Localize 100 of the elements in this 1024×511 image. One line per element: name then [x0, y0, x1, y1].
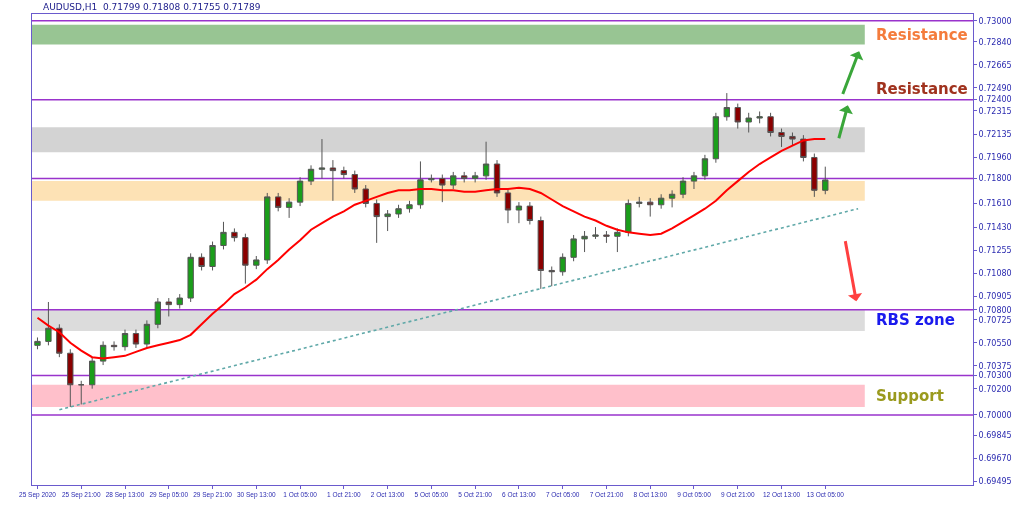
y-tick-label: 0.72315: [978, 106, 1012, 116]
candlestick: [614, 227, 621, 253]
candlestick: [395, 204, 402, 219]
y-tick-label: 0.71800: [978, 174, 1012, 184]
candlestick: [329, 159, 337, 202]
y-tick-label: 0.70375: [978, 361, 1012, 371]
candlestick: [165, 297, 172, 317]
candlestick: [220, 221, 227, 250]
candlestick: [800, 134, 807, 162]
y-tick-label: 0.69495: [978, 477, 1012, 487]
candlestick: [636, 196, 643, 208]
y-tick-label: 0.71080: [978, 268, 1012, 278]
candlestick: [778, 128, 785, 148]
candlestick: [471, 171, 479, 183]
candlestick: [548, 266, 555, 287]
line-series: [36, 138, 827, 360]
candlestick: [625, 199, 632, 237]
band-label: RBS zone: [876, 311, 955, 329]
candlestick: [384, 209, 391, 232]
candlestick: [187, 252, 194, 303]
candlestick: [121, 329, 129, 352]
y-tick-label: 0.72665: [978, 60, 1012, 70]
candlestick: [198, 252, 205, 271]
candlestick: [745, 112, 752, 134]
candlestick: [822, 166, 829, 195]
candlestick: [340, 166, 348, 179]
candlestick: [110, 340, 118, 352]
candlestick: [559, 252, 566, 277]
candlestick: [132, 329, 140, 349]
candlestick: [78, 380, 85, 405]
candlestick: [89, 356, 96, 390]
candlestick: [176, 293, 183, 310]
candlestick: [811, 153, 818, 198]
ref-line-label: Resistance: [876, 80, 968, 98]
candlestick: [428, 174, 435, 183]
candlestick: [209, 241, 216, 271]
candlestick: [767, 112, 774, 137]
candlestick: [242, 233, 249, 285]
candlestick: [581, 230, 588, 253]
candlestick: [450, 171, 457, 190]
candlestick: [537, 216, 544, 290]
candlestick: [275, 192, 282, 212]
candlestick: [439, 174, 446, 203]
y-tick-label: 0.70550: [978, 338, 1012, 348]
candlestick: [285, 197, 293, 219]
y-tick-label: 0.70300: [978, 371, 1012, 381]
candlestick: [734, 103, 741, 130]
candlestick: [723, 92, 730, 122]
chart-title: AUDUSD,H1 0.71799 0.71808 0.71755 0.71789: [43, 2, 261, 12]
candlestick: [373, 199, 380, 244]
y-tick-label: 0.71610: [978, 199, 1012, 209]
candlestick: [756, 110, 763, 124]
candlestick: [701, 154, 709, 181]
candlestick: [668, 189, 676, 208]
y-tick-label: 0.70725: [978, 315, 1012, 325]
candlestick: [56, 323, 63, 358]
y-tick-label: 0.69845: [978, 431, 1012, 441]
candlestick: [657, 193, 665, 210]
candlestick: [34, 336, 41, 350]
candlestick: [351, 170, 358, 194]
candlestick: [603, 230, 610, 244]
candlestick: [690, 171, 698, 190]
y-tick-label: 0.72400: [978, 95, 1012, 105]
candlestick: [570, 234, 577, 262]
band-label: Resistance: [876, 26, 968, 44]
y-tick-label: 0.71430: [978, 222, 1012, 232]
y-tick-label: 0.71255: [978, 245, 1012, 255]
candlestick: [493, 159, 501, 198]
y-tick-label: 0.70200: [978, 384, 1012, 394]
candlestick: [526, 201, 534, 225]
candlestick: [504, 188, 512, 224]
candlestick: [482, 141, 490, 181]
candlestick: [461, 171, 468, 183]
band-label: Support: [876, 387, 944, 405]
candlestick: [253, 255, 260, 270]
candlestick: [231, 227, 238, 243]
candlestick: [406, 200, 413, 214]
candlestick: [679, 176, 687, 199]
candlestick: [45, 301, 52, 346]
candlestick: [143, 319, 151, 349]
candlestick: [712, 112, 720, 164]
candlestick: [647, 197, 654, 218]
y-tick-label: 0.72490: [978, 83, 1012, 93]
y-tick-label: 0.70000: [978, 410, 1012, 420]
y-tick-label: 0.70905: [978, 291, 1012, 301]
candlestick: [515, 201, 523, 224]
y-tick-label: 0.73000: [978, 16, 1012, 26]
candlestick: [67, 348, 74, 408]
candlestick: [264, 192, 271, 265]
candlestick: [296, 176, 304, 207]
candlestick: [417, 160, 424, 210]
candlestick: [154, 297, 162, 329]
y-tick-label: 0.72135: [978, 130, 1012, 140]
candlestick: [592, 226, 599, 240]
y-tick-label: 0.71960: [978, 153, 1012, 163]
candlestick: [318, 138, 326, 179]
candlestick: [789, 132, 796, 147]
y-tick-label: 0.69670: [978, 454, 1012, 464]
candlestick: [307, 164, 315, 186]
y-tick-label: 0.72840: [978, 37, 1012, 47]
